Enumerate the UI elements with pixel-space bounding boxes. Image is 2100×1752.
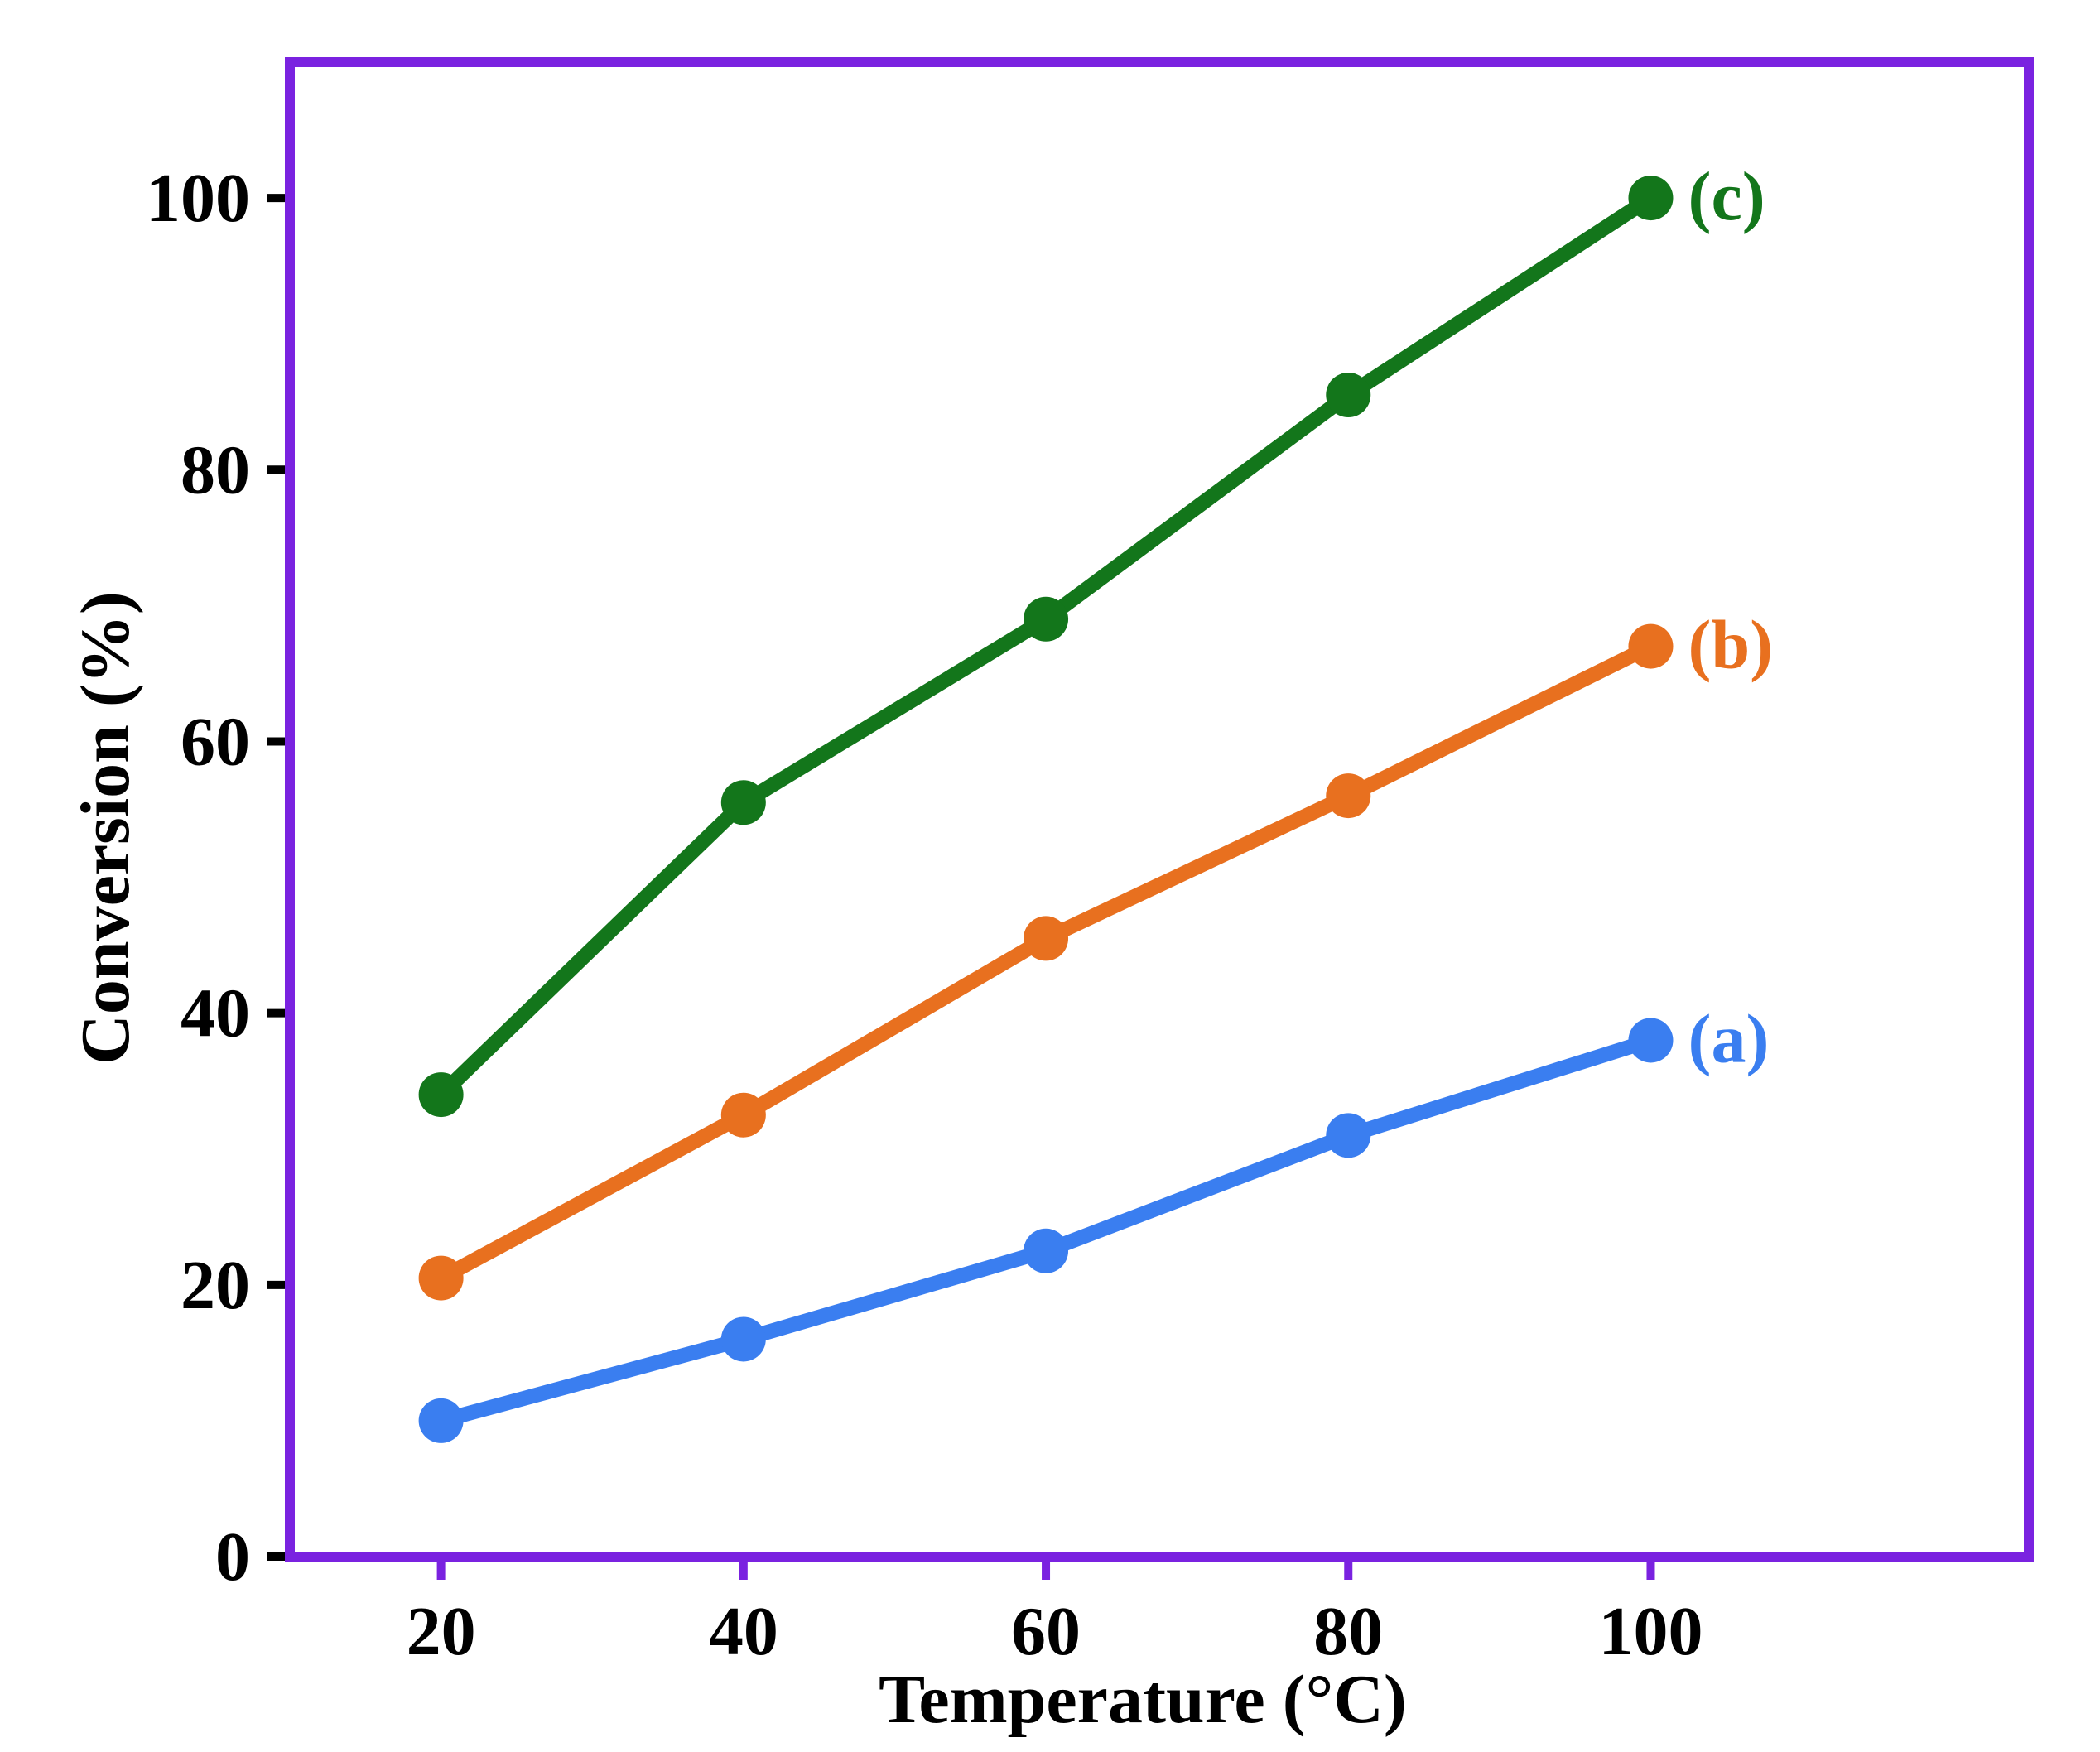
x-axis-title: Temperature (°C) [879,1661,1407,1738]
series-label: (a) [1688,1000,1769,1077]
axis-ticks [267,194,1655,1580]
data-point [1326,773,1371,819]
plot-frame [285,57,2034,1562]
x-tick-label: 20 [407,1593,476,1670]
data-point [418,1255,464,1301]
series-0 [418,1018,1674,1443]
x-tick-label: 60 [1011,1593,1081,1670]
tick-labels: 0 20 40 60 80 100 20 40 60 80 100 [146,160,1703,1670]
data-point [1628,176,1674,221]
data-point [418,1072,464,1118]
data-point [720,1316,766,1362]
data-point [418,1398,464,1443]
x-tick-label: 40 [709,1593,778,1670]
data-point [720,780,766,825]
data-point [1628,1018,1674,1063]
series-group [418,176,1674,1443]
y-tick-label: 100 [146,160,250,237]
y-tick-label: 0 [215,1519,250,1596]
x-tick-label: 100 [1598,1593,1703,1670]
x-tick-label: 80 [1313,1593,1383,1670]
series-line [433,638,1659,1286]
data-point [1024,916,1069,961]
data-point [1024,596,1069,642]
y-tick-label: 40 [181,975,250,1052]
data-point [1326,373,1371,418]
data-point [1024,1228,1069,1273]
series-2 [418,176,1674,1118]
y-tick-label: 60 [181,703,250,780]
data-point [1326,1113,1371,1158]
y-tick-label: 20 [181,1247,250,1324]
y-tick-label: 80 [181,431,250,508]
series-label: (b) [1688,607,1773,684]
series-1 [418,623,1674,1301]
data-point [1628,623,1674,669]
series-labels: (a) (b) (c) [1688,158,1773,1077]
series-label: (c) [1688,158,1765,235]
y-axis-title: Conversion (%) [67,591,144,1065]
data-point [720,1092,766,1138]
